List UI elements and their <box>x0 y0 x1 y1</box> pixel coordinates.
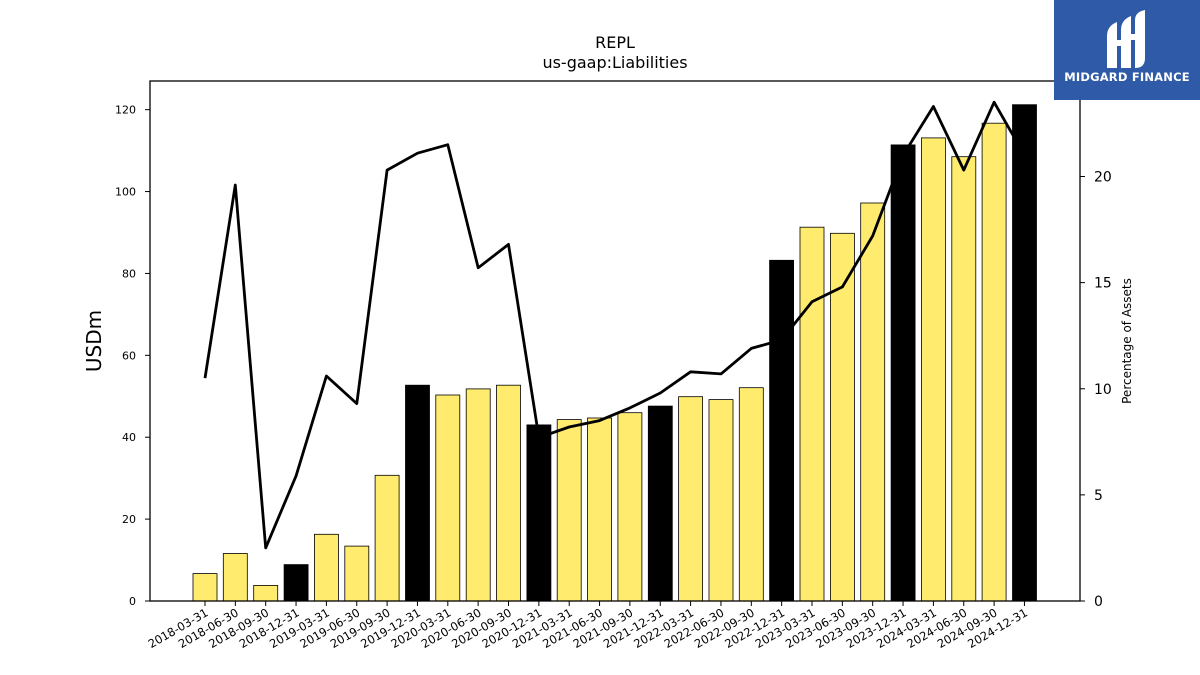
bar-2022-09-30 <box>738 387 764 602</box>
y2-tick-label: 0 <box>1094 594 1103 610</box>
y-tick-label: 80 <box>122 267 136 280</box>
bar-2018-09-30 <box>253 585 279 602</box>
y-tick-label: 120 <box>115 104 136 117</box>
y-axis-label: USDm <box>82 310 106 372</box>
bar-2023-06-30 <box>830 232 855 602</box>
percentage-line <box>203 100 1026 550</box>
bar-2022-12-31 <box>769 259 794 602</box>
y2-tick-label: 10 <box>1094 382 1112 398</box>
bar-2022-06-30 <box>708 399 734 602</box>
bar-2021-09-30 <box>617 412 643 602</box>
bar-2019-12-31 <box>405 384 430 602</box>
bar-2021-03-31 <box>556 419 582 602</box>
mf-monogram-icon <box>1107 10 1145 68</box>
y-tick-label: 0 <box>129 595 136 608</box>
bar-2020-12-31 <box>526 424 552 602</box>
y2-tick-label: 5 <box>1094 488 1103 504</box>
bar-2020-09-30 <box>496 384 521 602</box>
bar-2020-06-30 <box>465 388 491 602</box>
chart-title: REPL <box>595 33 635 52</box>
plot-frame <box>149 80 1081 602</box>
y-tick-label: 100 <box>115 186 136 199</box>
y-tick-label: 20 <box>122 513 136 526</box>
bar-2019-09-30 <box>374 474 400 602</box>
bar-2023-12-31 <box>890 144 916 602</box>
midgard-finance-logo: MIDGARD FINANCE <box>1054 0 1200 100</box>
bar-2024-06-30 <box>951 156 977 602</box>
y-tick-label: 40 <box>122 431 136 444</box>
bar-2024-03-31 <box>921 137 946 602</box>
bar-2024-12-31 <box>1012 104 1037 602</box>
bar-2023-09-30 <box>860 202 886 602</box>
bar-2018-06-30 <box>222 553 248 602</box>
y-tick-label: 60 <box>122 349 136 362</box>
bar-2019-03-31 <box>313 533 339 602</box>
chart-subtitle: us-gaap:Liabilities <box>542 53 687 72</box>
bar-2018-03-31 <box>192 573 218 602</box>
bar-2019-06-30 <box>344 545 370 602</box>
logo-text: MIDGARD FINANCE <box>1064 70 1190 84</box>
bar-2022-03-31 <box>678 396 703 602</box>
bar-2023-03-31 <box>799 226 825 602</box>
bar-2018-12-31 <box>283 564 309 602</box>
bar-2021-12-31 <box>647 405 673 602</box>
bar-2020-03-31 <box>435 394 461 602</box>
y2-axis-label: Percentage of Assets <box>1120 278 1134 404</box>
y2-tick-label: 20 <box>1094 170 1112 186</box>
y2-tick-label: 15 <box>1094 276 1112 292</box>
bar-2024-09-30 <box>981 122 1007 602</box>
bar-2021-06-30 <box>587 417 612 602</box>
